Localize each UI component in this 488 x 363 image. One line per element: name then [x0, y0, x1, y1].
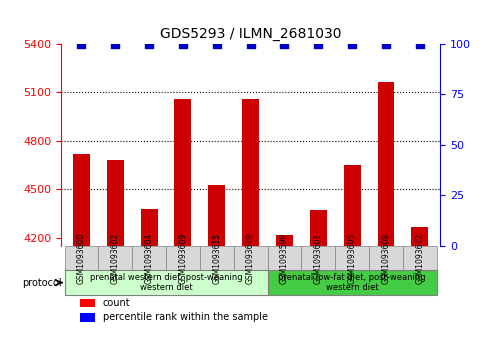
Bar: [242, 99, 259, 363]
FancyBboxPatch shape: [267, 270, 436, 295]
Text: GSM1093600: GSM1093600: [77, 233, 86, 284]
Point: [246, 41, 254, 46]
Bar: [275, 235, 292, 363]
Text: GSM1093601: GSM1093601: [313, 233, 322, 284]
Bar: [80, 313, 95, 322]
FancyBboxPatch shape: [267, 246, 301, 270]
Title: GDS5293 / ILMN_2681030: GDS5293 / ILMN_2681030: [160, 27, 341, 41]
Bar: [80, 299, 95, 307]
Point: [280, 41, 288, 46]
Bar: [343, 165, 360, 363]
Point: [111, 41, 119, 46]
FancyBboxPatch shape: [166, 246, 200, 270]
Point: [78, 41, 85, 46]
Bar: [73, 154, 90, 363]
Text: GSM1093599: GSM1093599: [279, 233, 288, 284]
FancyBboxPatch shape: [64, 246, 98, 270]
FancyBboxPatch shape: [301, 246, 334, 270]
Bar: [309, 211, 326, 363]
Point: [381, 41, 389, 46]
FancyBboxPatch shape: [233, 246, 267, 270]
Text: count: count: [102, 298, 130, 308]
Point: [179, 41, 186, 46]
Bar: [410, 227, 427, 363]
Text: GSM1093615: GSM1093615: [212, 233, 221, 284]
Point: [212, 41, 220, 46]
Bar: [174, 99, 191, 363]
FancyBboxPatch shape: [402, 246, 436, 270]
Bar: [377, 82, 394, 363]
Text: GSM1093605: GSM1093605: [347, 233, 356, 284]
Text: percentile rank within the sample: percentile rank within the sample: [102, 313, 267, 322]
Text: GSM1093619: GSM1093619: [245, 233, 255, 284]
FancyBboxPatch shape: [368, 246, 402, 270]
FancyBboxPatch shape: [64, 270, 267, 295]
Text: GSM1093602: GSM1093602: [111, 233, 120, 284]
Text: protocol: protocol: [22, 278, 61, 287]
Bar: [141, 209, 157, 363]
Bar: [106, 160, 123, 363]
Text: GSM1093604: GSM1093604: [144, 233, 153, 284]
Text: GSM1093608: GSM1093608: [381, 233, 389, 284]
Bar: [208, 184, 225, 363]
Point: [415, 41, 423, 46]
Text: prenatal low-fat diet, post-weaning
western diet: prenatal low-fat diet, post-weaning west…: [278, 273, 425, 292]
Point: [145, 41, 153, 46]
FancyBboxPatch shape: [200, 246, 233, 270]
Text: GSM1093612: GSM1093612: [414, 233, 424, 284]
FancyBboxPatch shape: [98, 246, 132, 270]
Point: [347, 41, 355, 46]
Point: [314, 41, 322, 46]
FancyBboxPatch shape: [334, 246, 368, 270]
Text: prenatal western diet, post-weaning
western diet: prenatal western diet, post-weaning west…: [89, 273, 242, 292]
FancyBboxPatch shape: [132, 246, 166, 270]
Text: GSM1093609: GSM1093609: [178, 233, 187, 284]
